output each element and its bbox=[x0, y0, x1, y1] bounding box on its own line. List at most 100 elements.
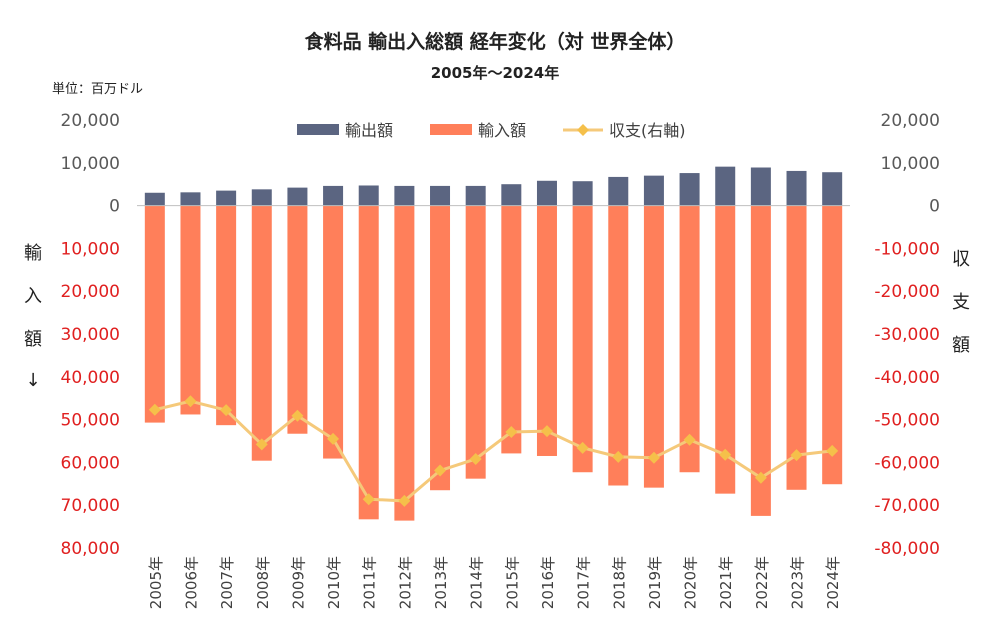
balance-marker bbox=[434, 464, 447, 477]
export-bar bbox=[572, 181, 593, 206]
balance-marker bbox=[719, 448, 732, 461]
category-label: 2008年 bbox=[254, 556, 272, 609]
left-axis-title-char: 額 bbox=[24, 329, 42, 350]
category-label: 2014年 bbox=[468, 556, 486, 609]
chart-subtitle: 2005年～2024年 bbox=[431, 64, 560, 82]
import-bar bbox=[786, 205, 807, 490]
balance-marker bbox=[220, 404, 233, 417]
export-bar bbox=[394, 185, 415, 206]
legend-label-import: 輸入額 bbox=[478, 121, 526, 140]
category-label: 2017年 bbox=[575, 556, 593, 609]
balance-marker bbox=[398, 494, 411, 507]
export-bar bbox=[216, 190, 237, 206]
right-tick-label: -60,000 bbox=[874, 453, 940, 473]
right-tick-label: 10,000 bbox=[881, 154, 940, 174]
import-bar bbox=[750, 205, 771, 516]
chart-title: 食料品 輸出入総額 経年変化（対 世界全体） bbox=[305, 30, 686, 53]
left-tick-label: 30,000 bbox=[61, 325, 120, 345]
export-bar bbox=[750, 167, 771, 206]
export-bar bbox=[180, 192, 201, 206]
export-bar bbox=[536, 180, 557, 206]
balance-marker bbox=[540, 425, 553, 438]
left-tick-label: 60,000 bbox=[61, 453, 120, 473]
export-bar bbox=[430, 185, 451, 206]
left-tick-label: 10,000 bbox=[61, 154, 120, 174]
import-bar bbox=[643, 205, 664, 488]
balance-marker bbox=[790, 449, 803, 462]
left-axis-title-char: 入 bbox=[24, 286, 42, 307]
category-label: 2023年 bbox=[789, 556, 807, 609]
balance-marker bbox=[362, 493, 375, 506]
left-axis-title: 輸入額 ↓ bbox=[24, 243, 42, 391]
import-bar bbox=[715, 205, 736, 494]
right-tick-label: -20,000 bbox=[874, 282, 940, 302]
category-labels: 2005年 2006年 2007年 2008年 2009年 2010年 2011年 2012年… bbox=[147, 556, 842, 609]
category-label: 2006年 bbox=[182, 556, 200, 609]
export-bar bbox=[643, 175, 664, 206]
import-bar bbox=[501, 205, 522, 454]
balance-marker bbox=[826, 444, 839, 457]
legend-marker-balance bbox=[577, 124, 589, 136]
export-bar bbox=[144, 192, 165, 206]
balance-series bbox=[148, 395, 839, 507]
balance-marker bbox=[612, 450, 625, 463]
category-label: 2019年 bbox=[646, 556, 664, 609]
import-bar bbox=[358, 205, 379, 520]
right-tick-label: 0 bbox=[929, 197, 940, 217]
import-bar bbox=[822, 205, 843, 485]
balance-marker bbox=[576, 441, 589, 454]
balance-marker bbox=[184, 395, 197, 408]
right-axis-title-char: 収 bbox=[952, 249, 970, 270]
import-bar bbox=[144, 205, 165, 423]
import-bar bbox=[536, 205, 557, 456]
left-tick-label: 80,000 bbox=[61, 539, 120, 559]
right-axis-title-char: 額 bbox=[952, 335, 970, 356]
left-tick-label: 20,000 bbox=[61, 111, 120, 131]
right-tick-label: -10,000 bbox=[874, 239, 940, 259]
right-tick-label: -50,000 bbox=[874, 411, 940, 431]
import-bar bbox=[572, 205, 593, 473]
left-tick-label: 70,000 bbox=[61, 496, 120, 516]
export-bar bbox=[358, 185, 379, 206]
category-label: 2018年 bbox=[610, 556, 628, 609]
right-axis-ticks: 20,000 10,000 0 -10,000 -20,000 -30,000 -40,00… bbox=[874, 111, 940, 559]
category-label: 2015年 bbox=[503, 556, 521, 609]
right-axis-title-char: 支 bbox=[952, 292, 970, 313]
right-tick-label: -30,000 bbox=[874, 325, 940, 345]
legend-label-balance: 収支(右軸) bbox=[609, 121, 686, 140]
balance-marker bbox=[754, 471, 767, 484]
export-bar bbox=[822, 172, 843, 206]
right-tick-label: -40,000 bbox=[874, 368, 940, 388]
category-label: 2024年 bbox=[824, 556, 842, 609]
left-axis-title-char: ↓ bbox=[25, 370, 40, 391]
export-bar bbox=[679, 173, 700, 206]
legend-swatch-import bbox=[430, 124, 472, 135]
import-bar bbox=[180, 205, 201, 415]
export-bar bbox=[287, 187, 308, 206]
category-label: 2011年 bbox=[361, 556, 379, 609]
export-bar bbox=[323, 185, 344, 206]
export-bar bbox=[608, 176, 629, 206]
category-label: 2010年 bbox=[325, 556, 343, 609]
right-tick-label: -70,000 bbox=[874, 496, 940, 516]
import-bar bbox=[216, 205, 237, 426]
balance-marker bbox=[255, 438, 268, 451]
right-axis-title: 収支額 bbox=[952, 249, 970, 356]
legend-swatch-export bbox=[297, 124, 339, 135]
import-bar bbox=[430, 205, 451, 491]
left-tick-label: 40,000 bbox=[61, 368, 120, 388]
left-tick-label: 50,000 bbox=[61, 411, 120, 431]
import-bar bbox=[287, 205, 308, 434]
category-label: 2007年 bbox=[218, 556, 236, 609]
import-bar bbox=[251, 205, 272, 461]
left-axis-title-char: 輸 bbox=[24, 243, 42, 264]
category-label: 2021年 bbox=[717, 556, 735, 609]
import-bar bbox=[323, 205, 344, 459]
export-bar bbox=[501, 184, 522, 206]
balance-marker bbox=[683, 433, 696, 446]
balance-marker bbox=[469, 452, 482, 465]
bars bbox=[144, 166, 843, 521]
unit-label: 単位：百万ドル bbox=[52, 81, 143, 97]
left-tick-label: 10,000 bbox=[61, 239, 120, 259]
